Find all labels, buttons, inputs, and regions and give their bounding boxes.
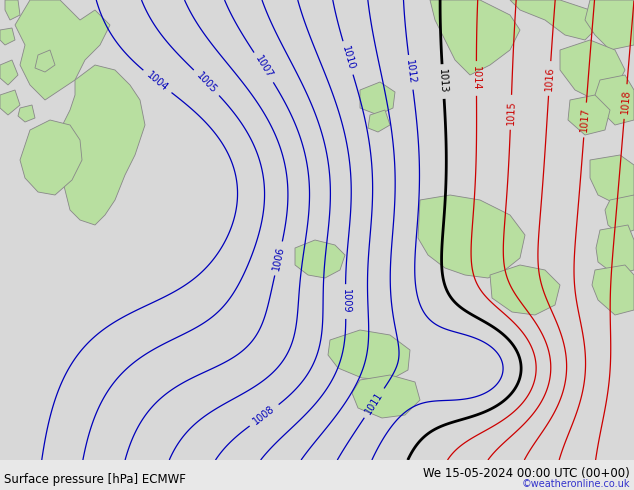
Polygon shape [18, 105, 35, 122]
Text: 1005: 1005 [195, 70, 219, 95]
Polygon shape [368, 110, 390, 132]
Polygon shape [490, 265, 560, 315]
Polygon shape [418, 195, 525, 278]
Text: We 15-05-2024 00:00 UTC (00+00): We 15-05-2024 00:00 UTC (00+00) [424, 466, 630, 480]
Text: 1017: 1017 [579, 107, 591, 133]
Text: 1011: 1011 [363, 390, 385, 416]
Polygon shape [585, 0, 634, 50]
Text: 1006: 1006 [271, 245, 286, 271]
Text: 1018: 1018 [619, 89, 631, 114]
Text: 1012: 1012 [404, 59, 417, 85]
Polygon shape [55, 65, 145, 225]
Polygon shape [15, 0, 110, 100]
Polygon shape [35, 50, 55, 72]
Polygon shape [328, 330, 410, 380]
Text: 1009: 1009 [340, 289, 351, 314]
Polygon shape [0, 90, 20, 115]
Text: Surface pressure [hPa] ECMWF: Surface pressure [hPa] ECMWF [4, 472, 186, 486]
Polygon shape [596, 225, 634, 275]
Text: ©weatheronline.co.uk: ©weatheronline.co.uk [522, 479, 630, 489]
Polygon shape [352, 375, 420, 418]
Polygon shape [295, 240, 345, 278]
Polygon shape [605, 195, 634, 235]
Bar [0, 460, 634, 490]
Text: 1008: 1008 [252, 404, 277, 427]
Text: 1007: 1007 [253, 54, 275, 80]
Polygon shape [5, 0, 20, 20]
Polygon shape [590, 155, 634, 205]
Text: 1010: 1010 [340, 45, 356, 71]
Polygon shape [360, 82, 395, 115]
Polygon shape [568, 95, 610, 135]
Polygon shape [0, 60, 18, 85]
Polygon shape [430, 0, 520, 75]
Text: 1004: 1004 [145, 70, 170, 93]
Polygon shape [592, 265, 634, 315]
Polygon shape [595, 75, 634, 125]
Text: 1015: 1015 [505, 100, 516, 125]
Text: 1013: 1013 [437, 69, 449, 94]
Text: 1016: 1016 [544, 66, 555, 91]
Polygon shape [20, 120, 82, 195]
Polygon shape [510, 0, 600, 40]
Polygon shape [560, 40, 625, 100]
Text: 1014: 1014 [472, 66, 481, 91]
Polygon shape [0, 28, 15, 45]
